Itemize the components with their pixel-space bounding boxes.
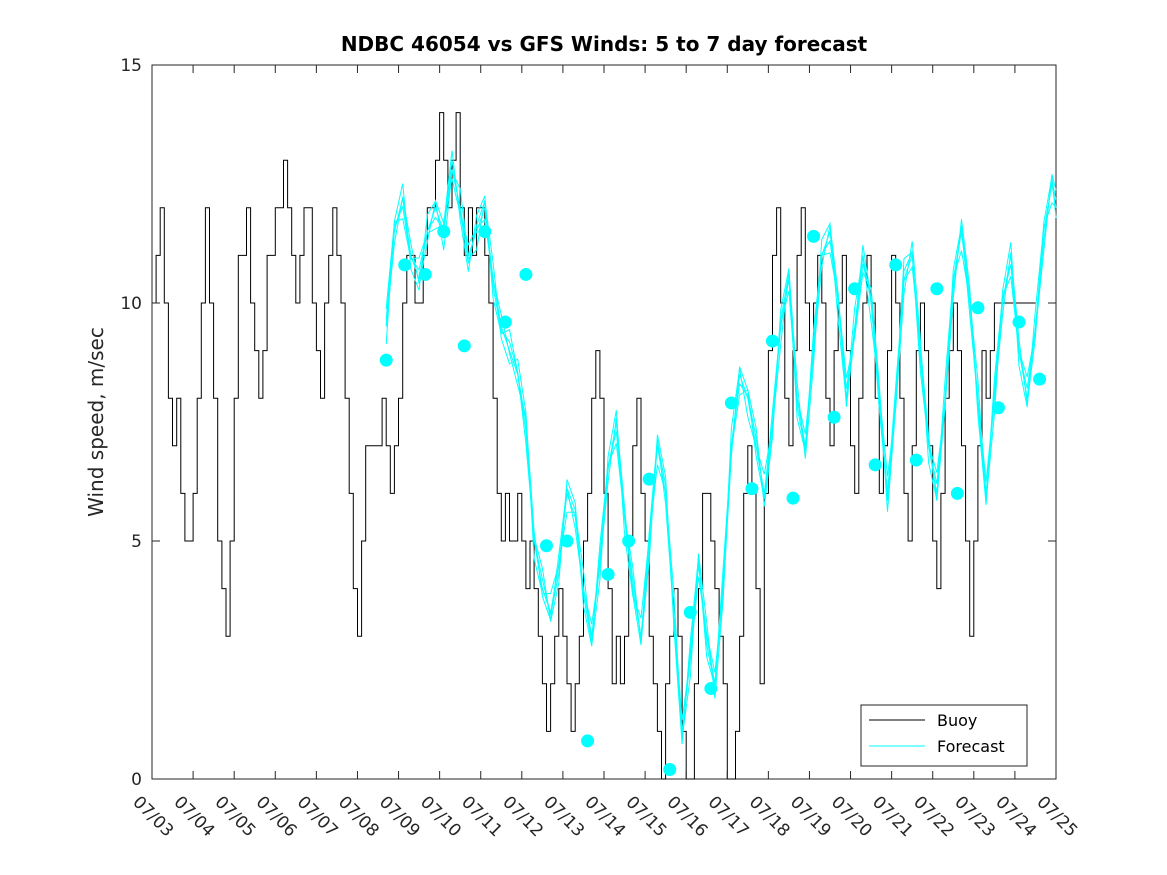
forecast-point [457, 339, 471, 353]
y-tick-label: 0 [131, 770, 142, 790]
legend: Buoy Forecast [860, 704, 1028, 767]
series-line-forecast [385, 160, 1057, 739]
forecast-point [991, 401, 1005, 415]
forecast-point [478, 225, 492, 239]
forecast-point [560, 534, 574, 548]
forecast-point [930, 282, 944, 296]
forecast-point [889, 258, 903, 272]
forecast-point [909, 453, 923, 467]
forecast-point [848, 282, 862, 296]
forecast-point [827, 410, 841, 424]
forecast-point [704, 682, 718, 696]
forecast-point [581, 734, 595, 748]
legend-label-forecast: Forecast [937, 737, 1005, 756]
forecast-point [539, 539, 553, 553]
y-tick-label: 15 [120, 56, 142, 76]
forecast-point [1033, 372, 1047, 386]
y-tick-label: 10 [120, 294, 142, 314]
forecast-point [971, 301, 985, 315]
forecast-point [1012, 315, 1026, 329]
series-line-forecast [385, 170, 1057, 739]
forecast-point [807, 229, 821, 243]
forecast-point [498, 315, 512, 329]
forecast-point [786, 491, 800, 505]
forecast-point [663, 762, 677, 776]
forecast-point [683, 605, 697, 619]
forecast-point [724, 396, 738, 410]
forecast-point [868, 458, 882, 472]
forecast-point [642, 472, 656, 486]
forecast-point [379, 353, 393, 367]
forecast-point [418, 267, 432, 281]
series-layer [152, 112, 1057, 780]
legend-label-buoy: Buoy [937, 711, 977, 730]
series-line-forecast [385, 150, 1057, 745]
forecast-point [745, 482, 759, 496]
forecast-point [601, 567, 615, 581]
y-tick-label: 5 [131, 532, 142, 552]
forecast-point [398, 258, 412, 272]
chart-title: NDBC 46054 vs GFS Winds: 5 to 7 day fore… [341, 32, 868, 56]
y-axis-label: Wind speed, m/sec [84, 327, 108, 517]
forecast-point [519, 267, 533, 281]
legend-box [860, 704, 1028, 767]
forecast-point [622, 534, 636, 548]
forecast-point [765, 334, 779, 348]
forecast-point [950, 486, 964, 500]
series-line-buoy [152, 112, 1036, 780]
marker-layer [379, 225, 1047, 776]
forecast-point [437, 225, 451, 239]
